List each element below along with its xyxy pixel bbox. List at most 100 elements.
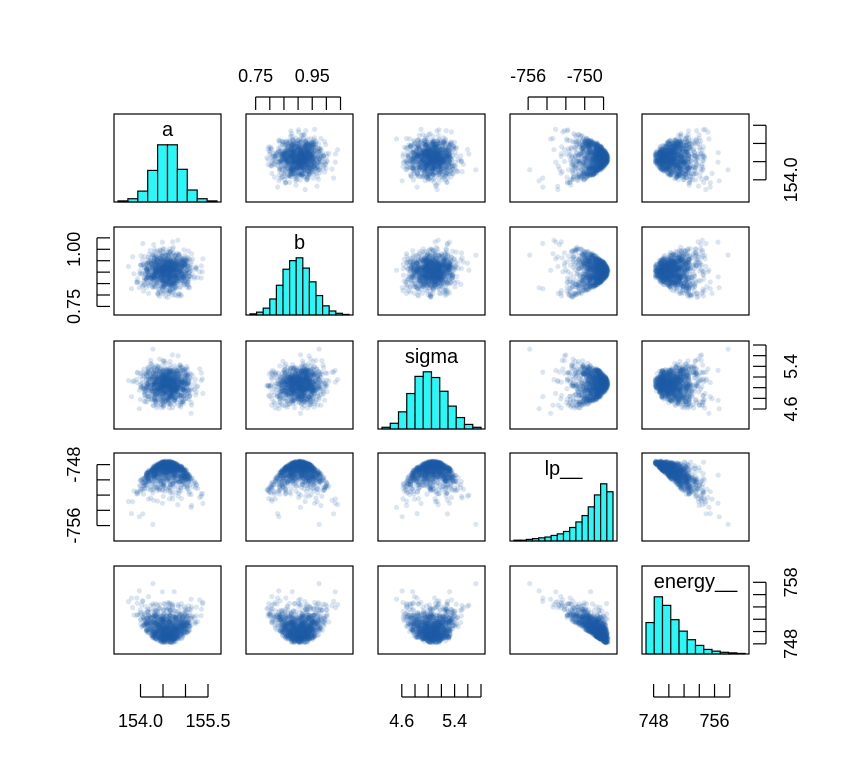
scatter-point bbox=[442, 173, 448, 179]
scatter-point bbox=[446, 154, 452, 160]
scatter-point bbox=[667, 147, 674, 153]
scatter-point bbox=[301, 171, 307, 177]
scatter-point bbox=[290, 166, 296, 172]
scatter-point bbox=[167, 273, 173, 279]
scatter-point bbox=[658, 146, 664, 152]
scatter-point bbox=[290, 149, 296, 155]
scatter-point bbox=[590, 171, 596, 177]
scatter-point bbox=[298, 151, 304, 157]
scatter-point bbox=[414, 154, 420, 160]
scatter-point bbox=[582, 144, 588, 150]
scatter-point bbox=[588, 138, 594, 144]
scatter-point bbox=[600, 151, 606, 157]
scatter-point bbox=[429, 154, 435, 160]
scatter-point bbox=[172, 272, 178, 278]
scatter-point bbox=[660, 153, 666, 159]
scatter-point bbox=[578, 173, 584, 179]
scatter-point bbox=[282, 151, 288, 157]
scatter-point bbox=[295, 152, 301, 158]
scatter-point bbox=[596, 148, 602, 154]
scatter-point bbox=[672, 146, 679, 152]
scatter-point bbox=[432, 158, 438, 164]
scatter-point bbox=[176, 252, 182, 258]
scatter-point bbox=[672, 156, 678, 162]
scatter-point bbox=[437, 156, 444, 162]
scatter-point bbox=[435, 180, 441, 186]
scatter-point bbox=[166, 283, 173, 289]
scatter-point bbox=[186, 276, 192, 282]
scatter-point bbox=[671, 155, 677, 161]
scatter-point bbox=[410, 155, 416, 161]
scatter-point bbox=[596, 164, 602, 170]
scatter-point bbox=[301, 159, 308, 165]
scatter-point bbox=[450, 166, 456, 172]
scatter-point bbox=[689, 137, 695, 143]
scatter-point bbox=[181, 255, 187, 261]
scatter-point bbox=[588, 161, 594, 168]
scatter-point bbox=[428, 159, 434, 165]
scatter-point bbox=[680, 141, 687, 147]
scatter-point bbox=[583, 168, 589, 175]
scatter-point bbox=[662, 160, 668, 166]
scatter-point bbox=[164, 256, 170, 262]
scatter-point bbox=[195, 274, 201, 280]
scatter-point bbox=[173, 256, 179, 262]
scatter-point bbox=[662, 165, 668, 172]
scatter-point bbox=[292, 160, 298, 166]
scatter-point bbox=[580, 160, 586, 166]
scatter-point bbox=[431, 143, 438, 149]
scatter-point bbox=[668, 161, 675, 167]
scatter-point bbox=[308, 152, 314, 158]
scatter-point bbox=[285, 159, 291, 165]
scatter-point bbox=[436, 172, 442, 178]
scatter-point bbox=[289, 158, 295, 164]
scatter-points bbox=[264, 126, 341, 193]
scatter-point bbox=[426, 166, 432, 172]
scatter-point bbox=[597, 146, 603, 152]
scatter-point bbox=[405, 161, 411, 167]
scatter-point bbox=[163, 271, 169, 277]
scatter-point bbox=[678, 162, 685, 169]
scatter-point bbox=[600, 160, 607, 166]
scatter-point bbox=[178, 258, 184, 265]
scatter-point bbox=[157, 261, 163, 267]
scatter-point bbox=[657, 149, 663, 155]
scatter-point bbox=[601, 154, 607, 160]
scatter-point bbox=[310, 156, 316, 162]
scatter-point bbox=[420, 157, 426, 163]
scatter-point bbox=[299, 167, 305, 173]
scatter-point bbox=[550, 135, 556, 142]
scatter-point bbox=[584, 163, 591, 170]
scatter-point bbox=[167, 266, 173, 272]
scatter-point bbox=[583, 140, 589, 146]
scatter-point bbox=[663, 141, 669, 147]
scatter-point bbox=[295, 140, 301, 147]
scatter-point bbox=[174, 272, 180, 279]
scatter-point bbox=[313, 166, 319, 172]
scatter-point bbox=[154, 269, 161, 275]
scatter-point bbox=[540, 184, 546, 190]
scatter-point bbox=[657, 144, 663, 150]
scatter-point bbox=[657, 157, 663, 163]
scatter-point bbox=[603, 158, 609, 164]
scatter-point bbox=[150, 270, 156, 276]
scatter-point bbox=[299, 166, 305, 172]
scatter-point bbox=[669, 150, 676, 156]
scatter-point bbox=[587, 170, 593, 176]
scatter-point bbox=[301, 156, 308, 162]
scatter-point bbox=[288, 160, 295, 167]
scatter-point bbox=[584, 171, 590, 178]
scatter-point bbox=[659, 150, 666, 156]
scatter-point bbox=[168, 269, 174, 275]
scatter-point bbox=[413, 148, 419, 154]
scatter-point bbox=[603, 155, 610, 161]
scatter-point bbox=[593, 157, 599, 163]
scatter-point bbox=[599, 158, 605, 164]
scatter-point bbox=[290, 145, 296, 151]
scatter-point bbox=[169, 263, 175, 269]
scatter-point bbox=[581, 156, 587, 162]
scatter-point bbox=[666, 149, 673, 155]
scatter-point bbox=[422, 151, 428, 157]
scatter-point bbox=[164, 278, 170, 284]
scatter-point bbox=[297, 158, 303, 164]
